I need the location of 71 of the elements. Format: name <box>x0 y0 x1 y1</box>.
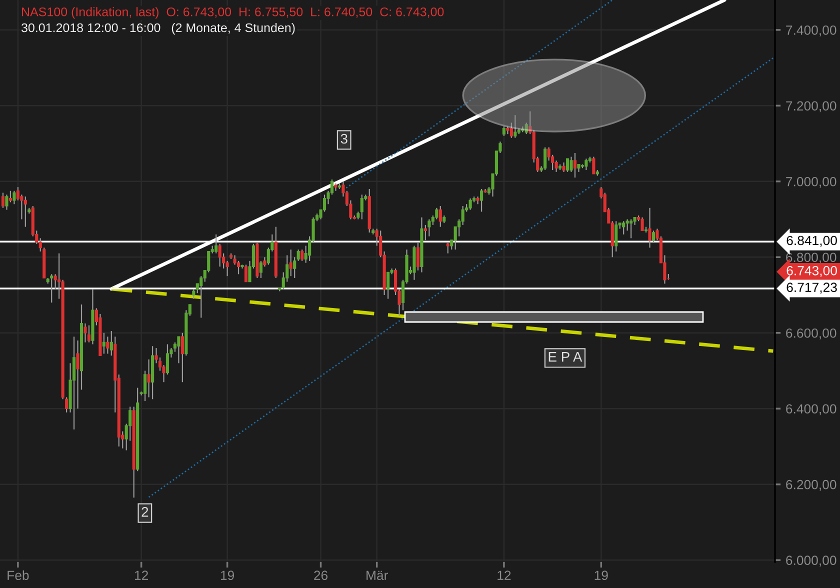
candlestick <box>630 218 633 239</box>
y-tick-label: 6.200,00 <box>786 480 836 491</box>
candlestick <box>428 218 431 237</box>
ref-line-label: 6.841,00 <box>786 236 837 247</box>
x-tick-label: 19 <box>594 570 608 580</box>
candlestick <box>468 198 472 210</box>
text: NAS100 (Indikation, last) O: 6.743,00 H: 6.755,50 L: 6.740,50 C: 6.743,00 <box>22 7 444 19</box>
candlestick <box>84 322 87 343</box>
x-tick-label: Mär <box>366 570 388 580</box>
candlestick <box>544 146 547 171</box>
annotation: 3 <box>340 134 348 144</box>
candlestick <box>289 249 292 277</box>
candlestick <box>480 188 484 212</box>
candlestick <box>584 158 588 171</box>
candlestick <box>514 114 517 138</box>
candlestick <box>554 160 558 172</box>
x-tick-label: 12 <box>134 570 148 580</box>
candlestick <box>562 162 566 172</box>
candlestick <box>386 272 390 300</box>
candlestick <box>226 260 229 277</box>
candlestick <box>214 234 218 254</box>
candlestick <box>296 249 300 262</box>
candlestick <box>106 336 110 354</box>
candlestick <box>652 230 656 243</box>
x-tick-label: Feb <box>8 570 29 580</box>
candlestick <box>573 152 577 178</box>
candlestick <box>24 196 27 228</box>
candlestick <box>218 243 222 268</box>
candlestick <box>147 358 150 398</box>
candlestick <box>446 241 450 254</box>
x-tick-label: 12 <box>498 570 511 580</box>
y-tick-label: 7.200,00 <box>786 101 836 112</box>
candlestick <box>177 336 180 364</box>
candlestick <box>626 218 629 232</box>
candlestick <box>614 220 618 252</box>
annotation: E P A <box>548 352 582 362</box>
y-tick-label: 7.400,00 <box>786 25 836 36</box>
candlestick <box>259 260 262 279</box>
candlestick <box>244 264 248 282</box>
y-tick-label: 6.600,00 <box>786 328 836 340</box>
x-tick-label: 26 <box>314 570 328 580</box>
candlestick <box>592 156 596 174</box>
text: 30.01.2018 12:00 - 16:00 (2 Monate, 4 Stunden) <box>21 22 295 35</box>
candlestick <box>648 207 652 248</box>
y-tick-label: 6.000,00 <box>786 556 836 567</box>
candlestick <box>416 241 420 271</box>
candlestick <box>12 190 16 205</box>
annotation: 2 <box>142 507 148 517</box>
candlestick <box>300 249 304 262</box>
ref-line-label: 6.717,23 <box>786 282 837 294</box>
candlestick <box>640 216 644 232</box>
candlestick <box>461 205 464 226</box>
y-tick-label: 6.400,00 <box>786 404 836 416</box>
candlestick <box>438 205 442 228</box>
candlestick <box>72 336 76 430</box>
candlestick <box>360 194 364 220</box>
x-tick-label: 19 <box>220 570 234 580</box>
y-tick-label: 6.800,00 <box>786 252 836 264</box>
candlestick <box>192 288 196 300</box>
candlestick <box>50 274 54 304</box>
candlestick <box>502 126 506 137</box>
candlestick <box>622 220 626 235</box>
candlestick <box>1 192 5 208</box>
text: 6.743,00 <box>786 266 837 277</box>
candlestick <box>5 194 8 210</box>
candlestick <box>102 332 106 354</box>
candlestick <box>8 190 12 203</box>
candlestick <box>566 158 570 172</box>
y-tick-label: 7.000,00 <box>786 176 836 188</box>
candlestick <box>87 324 91 343</box>
candlestick <box>180 332 184 383</box>
